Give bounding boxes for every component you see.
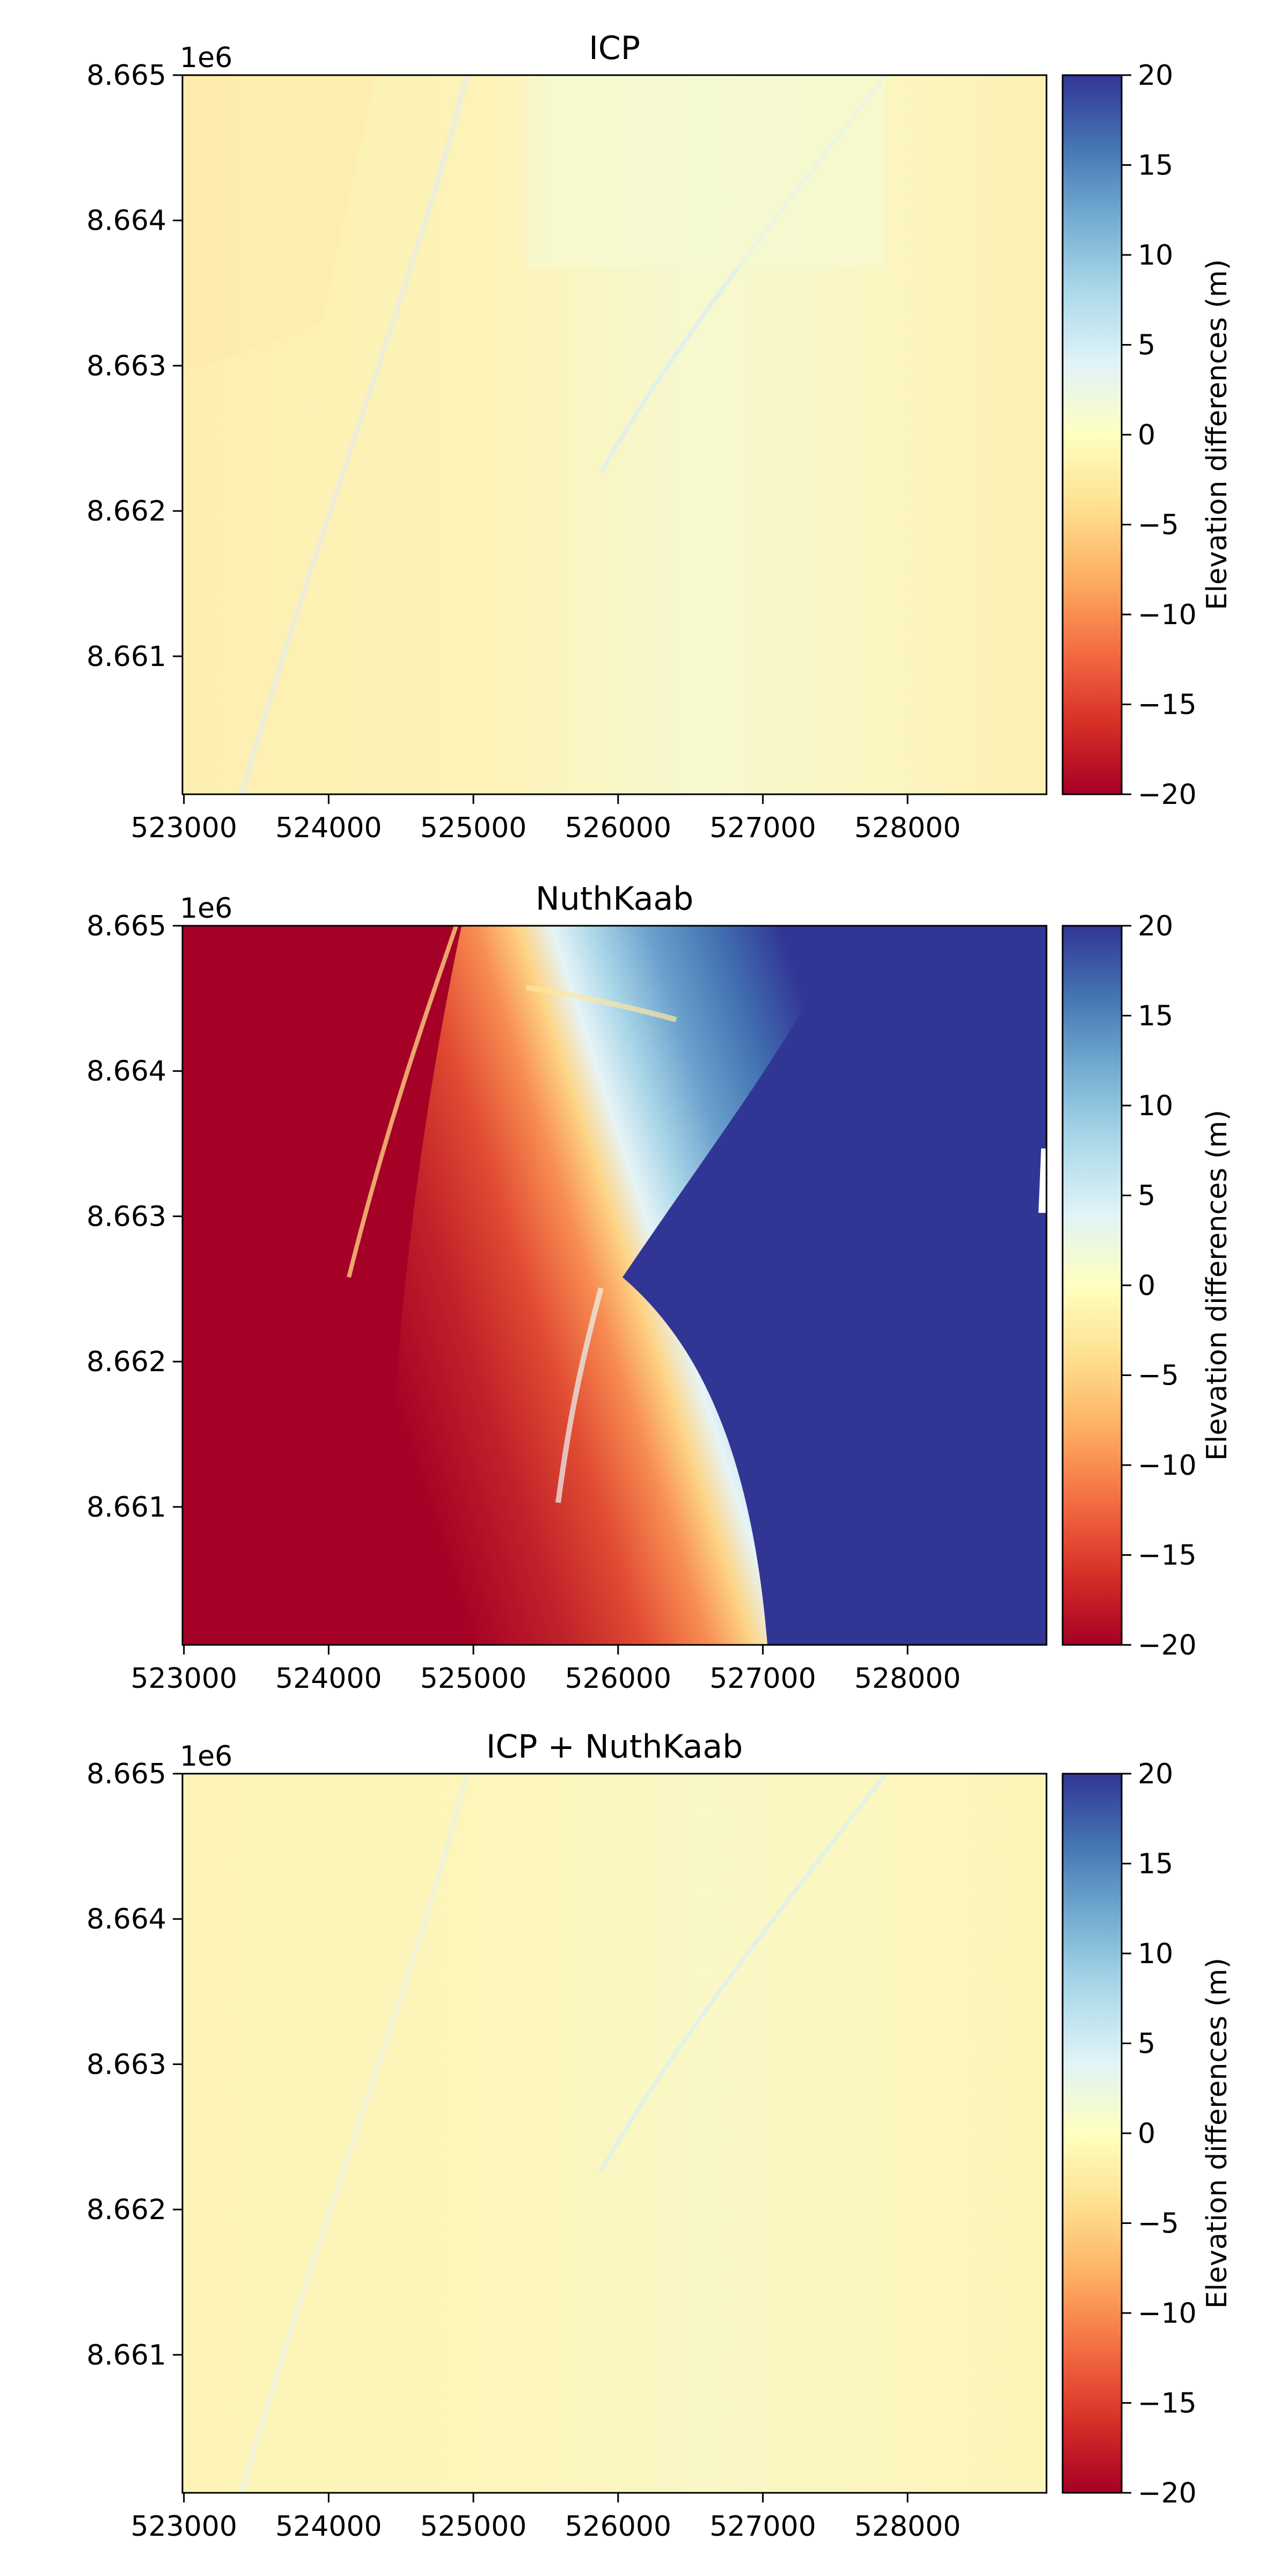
subplot-title: NuthKaab bbox=[536, 880, 693, 918]
terrain-ridge bbox=[555, 1287, 604, 1503]
y-offset-label: 1e6 bbox=[180, 1740, 232, 1773]
colorbar-tick-label: 5 bbox=[1138, 1180, 1155, 1212]
x-tick-label: 523000 bbox=[130, 2511, 237, 2543]
colorbar-tick-label: 0 bbox=[1138, 1270, 1155, 1302]
colorbar-tick-label: −20 bbox=[1138, 779, 1197, 811]
terrain-streak bbox=[239, 1774, 470, 2493]
x-tick-label: 528000 bbox=[854, 1663, 961, 1695]
colorbar bbox=[1062, 1773, 1123, 2494]
x-tick-label: 525000 bbox=[420, 812, 527, 844]
colorbar-tick-label: −5 bbox=[1138, 509, 1179, 541]
y-tick-label: 8.661 bbox=[86, 2339, 166, 2372]
x-tick-label: 526000 bbox=[565, 2511, 671, 2543]
colorbar-label: Elevation differences (m) bbox=[1201, 259, 1233, 610]
y-tick-label: 8.661 bbox=[86, 641, 166, 673]
y-tick-label: 8.664 bbox=[86, 1056, 166, 1088]
y-tick-label: 8.662 bbox=[86, 495, 166, 528]
plot-frame bbox=[181, 925, 1048, 1646]
y-tick-label: 8.664 bbox=[86, 205, 166, 237]
subplot-icp: ICP 523000 524000 525000 526000 527000 528000… bbox=[86, 30, 1233, 844]
x-tick-label: 523000 bbox=[130, 812, 237, 844]
plot-frame bbox=[181, 74, 1048, 795]
subplot-icp-nuthkaab: ICP + NuthKaab 523000 524000 525000 526000 5… bbox=[86, 1728, 1233, 2543]
x-tick-label: 525000 bbox=[420, 2511, 527, 2543]
colorbar-tick-label: −10 bbox=[1138, 599, 1197, 631]
colorbar-tick-label: 20 bbox=[1138, 1758, 1173, 1790]
colorbar-tick-label: 10 bbox=[1138, 1938, 1173, 1970]
subplot-title: ICP bbox=[589, 30, 640, 67]
terrain-streak bbox=[239, 75, 470, 794]
colorbar-tick-label: 15 bbox=[1138, 150, 1173, 182]
y-tick-label: 8.662 bbox=[86, 1346, 166, 1378]
x-tick-label: 528000 bbox=[854, 2511, 961, 2543]
y-tick-label: 8.665 bbox=[86, 60, 166, 92]
colorbar-tick-label: 10 bbox=[1138, 1090, 1173, 1122]
x-tick-label: 524000 bbox=[275, 812, 382, 844]
x-tick-label: 528000 bbox=[854, 812, 961, 844]
colorbar-tick-label: −10 bbox=[1138, 1450, 1197, 1482]
colorbar-tick-label: −15 bbox=[1138, 689, 1197, 721]
y-tick-label: 8.665 bbox=[86, 910, 166, 942]
y-tick-label: 8.661 bbox=[86, 1491, 166, 1524]
x-tick-label: 527000 bbox=[709, 1663, 816, 1695]
y-tick-label: 8.663 bbox=[86, 350, 166, 382]
colorbar-tick-label: −10 bbox=[1138, 2297, 1197, 2330]
subplot-nuthkaab: NuthKaab 523000 524000 525000 526000 527000 5… bbox=[86, 880, 1233, 1695]
colorbar-tick-label: −20 bbox=[1138, 2477, 1197, 2509]
x-tick-label: 527000 bbox=[709, 812, 816, 844]
terrain-ridge bbox=[525, 985, 677, 1022]
colorbar-tick-label: 0 bbox=[1138, 419, 1155, 451]
y-tick-label: 8.662 bbox=[86, 2194, 166, 2226]
y-tick-label: 8.664 bbox=[86, 1904, 166, 1936]
terrain-streak bbox=[599, 1774, 888, 2172]
colorbar-tick-label: 20 bbox=[1138, 60, 1173, 92]
y-tick-label: 8.663 bbox=[86, 1201, 166, 1233]
colorbar-tick-label: 15 bbox=[1138, 1000, 1173, 1033]
terrain-ridge bbox=[347, 926, 458, 1278]
colorbar bbox=[1062, 925, 1123, 1646]
x-tick-label: 524000 bbox=[275, 1663, 382, 1695]
x-tick-label: 526000 bbox=[565, 1663, 671, 1695]
x-tick-label: 524000 bbox=[275, 2511, 382, 2543]
heatmap-image bbox=[182, 1774, 1046, 2493]
colorbar-tick-label: −5 bbox=[1138, 1360, 1179, 1392]
heatmap-image bbox=[182, 926, 1046, 1645]
colorbar-label: Elevation differences (m) bbox=[1201, 1958, 1233, 2309]
colorbar-tick-label: 20 bbox=[1138, 910, 1173, 942]
y-tick-label: 8.663 bbox=[86, 2048, 166, 2081]
colorbar-tick-label: 5 bbox=[1138, 2028, 1155, 2060]
x-tick-label: 523000 bbox=[130, 1663, 237, 1695]
x-tick-label: 526000 bbox=[565, 812, 671, 844]
colorbar-tick-label: 0 bbox=[1138, 2118, 1155, 2150]
y-offset-label: 1e6 bbox=[180, 892, 232, 925]
colorbar-tick-label: −20 bbox=[1138, 1629, 1197, 1662]
x-tick-label: 525000 bbox=[420, 1663, 527, 1695]
colorbar-tick-label: −15 bbox=[1138, 1540, 1197, 1572]
colorbar bbox=[1062, 74, 1123, 795]
subplot-title: ICP + NuthKaab bbox=[486, 1728, 743, 1766]
y-offset-label: 1e6 bbox=[180, 42, 232, 74]
heatmap-image bbox=[182, 75, 1046, 794]
colorbar-tick-label: −15 bbox=[1138, 2388, 1197, 2420]
colorbar-label: Elevation differences (m) bbox=[1201, 1110, 1233, 1461]
colorbar-tick-label: −5 bbox=[1138, 2208, 1179, 2240]
colorbar-tick-label: 15 bbox=[1138, 1848, 1173, 1880]
colorbar-tick-label: 5 bbox=[1138, 330, 1155, 362]
colorbar-tick-label: 10 bbox=[1138, 239, 1173, 272]
x-tick-label: 527000 bbox=[709, 2511, 816, 2543]
y-tick-label: 8.665 bbox=[86, 1758, 166, 1790]
plot-frame bbox=[181, 1773, 1048, 2494]
